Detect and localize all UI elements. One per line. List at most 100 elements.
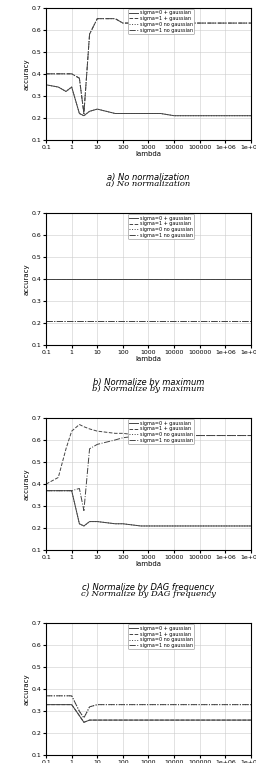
sigma=0 + gaussian [70, 82, 73, 92]
sigma=0 no gaussian [78, 109, 81, 118]
sigma=0 + gaussian [65, 486, 68, 495]
sigma=1 + gaussian [78, 420, 81, 429]
sigma=1 + gaussian [159, 275, 162, 284]
sigma=0 + gaussian [57, 486, 60, 495]
sigma=0 no gaussian [57, 486, 60, 495]
sigma=0 no gaussian [121, 317, 124, 326]
sigma=0 no gaussian [82, 521, 86, 530]
sigma=0 no gaussian [88, 107, 91, 116]
sigma=0 + gaussian [96, 105, 99, 114]
sigma=1 no gaussian [173, 18, 176, 27]
sigma=0 + gaussian [82, 521, 86, 530]
sigma=1 + gaussian [173, 275, 176, 284]
sigma=1 + gaussian [45, 69, 48, 79]
X-axis label: lambda: lambda [135, 356, 162, 362]
Line: sigma=0 + gaussian: sigma=0 + gaussian [46, 491, 251, 526]
sigma=1 + gaussian [236, 275, 239, 284]
sigma=1 + gaussian [65, 444, 68, 453]
sigma=1 no gaussian [70, 317, 73, 326]
sigma=1 no gaussian [82, 506, 86, 515]
sigma=0 + gaussian [139, 521, 142, 530]
sigma=1 + gaussian [88, 275, 91, 284]
sigma=1 + gaussian [236, 431, 239, 440]
sigma=1 + gaussian [45, 275, 48, 284]
sigma=1 no gaussian [45, 317, 48, 326]
sigma=1 + gaussian [45, 700, 48, 710]
sigma=1 no gaussian [173, 700, 176, 710]
sigma=0 + gaussian [198, 521, 201, 530]
sigma=1 no gaussian [224, 431, 227, 440]
sigma=0 no gaussian [159, 700, 162, 710]
sigma=0 + gaussian [121, 716, 124, 725]
sigma=1 + gaussian [139, 716, 142, 725]
sigma=0 no gaussian [96, 700, 99, 710]
sigma=1 + gaussian [114, 275, 117, 284]
sigma=0 + gaussian [121, 109, 124, 118]
Line: sigma=0 + gaussian: sigma=0 + gaussian [46, 705, 251, 723]
sigma=0 + gaussian [159, 716, 162, 725]
sigma=0 + gaussian [82, 718, 86, 727]
sigma=1 no gaussian [236, 431, 239, 440]
sigma=0 + gaussian [249, 111, 252, 121]
sigma=1 no gaussian [88, 30, 91, 39]
sigma=0 no gaussian [114, 700, 117, 710]
sigma=0 + gaussian [121, 275, 124, 284]
sigma=1 + gaussian [65, 275, 68, 284]
sigma=0 + gaussian [185, 111, 188, 121]
sigma=0 no gaussian [70, 317, 73, 326]
sigma=0 + gaussian [96, 517, 99, 526]
sigma=1 no gaussian [210, 700, 214, 710]
sigma=1 no gaussian [82, 317, 86, 326]
sigma=0 + gaussian [210, 111, 214, 121]
sigma=0 no gaussian [78, 317, 81, 326]
sigma=0 + gaussian [114, 519, 117, 528]
sigma=1 + gaussian [147, 431, 150, 440]
sigma=0 + gaussian [159, 521, 162, 530]
sigma=0 + gaussian [159, 275, 162, 284]
sigma=1 + gaussian [139, 431, 142, 440]
sigma=1 no gaussian [88, 444, 91, 453]
sigma=1 + gaussian [224, 18, 227, 27]
sigma=0 + gaussian [173, 275, 176, 284]
sigma=1 no gaussian [147, 317, 150, 326]
sigma=1 no gaussian [185, 700, 188, 710]
sigma=0 no gaussian [185, 317, 188, 326]
sigma=1 + gaussian [249, 716, 252, 725]
sigma=1 no gaussian [88, 702, 91, 711]
sigma=0 no gaussian [224, 521, 227, 530]
sigma=1 no gaussian [88, 317, 91, 326]
sigma=0 + gaussian [198, 275, 201, 284]
sigma=1 no gaussian [78, 484, 81, 493]
sigma=0 no gaussian [210, 317, 214, 326]
sigma=0 no gaussian [45, 486, 48, 495]
sigma=0 no gaussian [198, 521, 201, 530]
sigma=1 + gaussian [210, 275, 214, 284]
Y-axis label: accuracy: accuracy [24, 674, 30, 705]
sigma=1 no gaussian [249, 431, 252, 440]
sigma=1 no gaussian [65, 486, 68, 495]
Legend: sigma=0 + gaussian, sigma=1 + gaussian, sigma=0 no gaussian, sigma=1 no gaussian: sigma=0 + gaussian, sigma=1 + gaussian, … [128, 419, 194, 444]
sigma=0 + gaussian [45, 700, 48, 710]
sigma=0 + gaussian [65, 87, 68, 96]
sigma=0 + gaussian [210, 275, 214, 284]
sigma=1 + gaussian [96, 716, 99, 725]
sigma=1 + gaussian [249, 431, 252, 440]
sigma=0 + gaussian [198, 716, 201, 725]
sigma=1 + gaussian [198, 431, 201, 440]
Title: a) No normalization: a) No normalization [107, 172, 190, 182]
sigma=0 no gaussian [210, 521, 214, 530]
sigma=1 no gaussian [114, 14, 117, 23]
sigma=1 no gaussian [249, 18, 252, 27]
sigma=1 + gaussian [236, 716, 239, 725]
sigma=0 no gaussian [45, 317, 48, 326]
sigma=1 no gaussian [159, 431, 162, 440]
sigma=0 no gaussian [210, 111, 214, 121]
sigma=1 + gaussian [78, 275, 81, 284]
sigma=0 + gaussian [78, 109, 81, 118]
sigma=1 no gaussian [159, 700, 162, 710]
sigma=0 + gaussian [147, 275, 150, 284]
sigma=1 no gaussian [224, 317, 227, 326]
sigma=0 + gaussian [96, 716, 99, 725]
Y-axis label: accuracy: accuracy [24, 263, 30, 295]
sigma=0 no gaussian [57, 691, 60, 700]
